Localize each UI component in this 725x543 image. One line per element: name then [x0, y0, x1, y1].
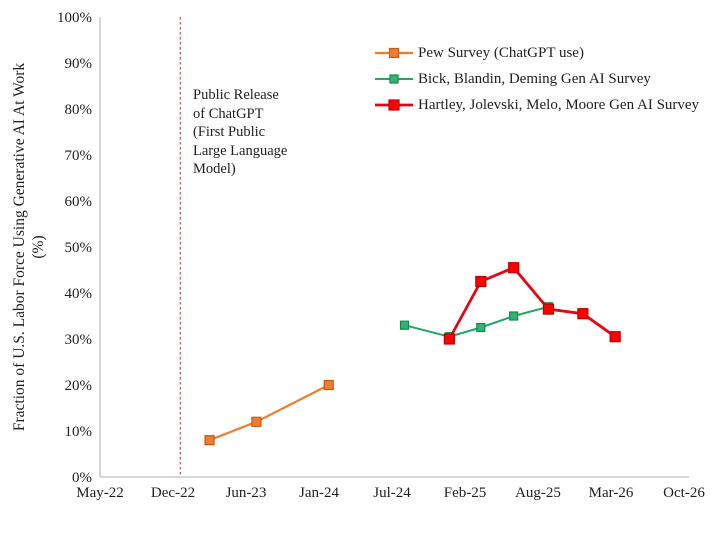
x-tick-label: Mar-26 [589, 485, 634, 501]
legend-item-hartley: Hartley, Jolevski, Melo, Moore Gen AI Su… [373, 96, 699, 114]
data-point-1 [509, 311, 519, 321]
data-point-2 [475, 275, 487, 288]
data-point-2 [443, 333, 455, 345]
legend-marker-bick [389, 74, 399, 84]
legend-label-bick: Bick, Blandin, Deming Gen AI Survey [418, 70, 651, 87]
legend-sample-pew [375, 47, 413, 59]
legend-item-pew: Pew Survey (ChatGPT use) [373, 44, 699, 62]
y-tick-label: 20% [65, 378, 93, 394]
data-point-2 [577, 308, 589, 320]
y-tick-label: 70% [65, 148, 93, 164]
y-tick-label: 90% [65, 56, 93, 72]
legend-marker-pew [388, 47, 400, 59]
y-axis-title-line1: Fraction of U.S. Labor Force Using Gener… [11, 62, 28, 432]
x-tick-label: Feb-25 [444, 485, 487, 501]
legend-label-hartley: Hartley, Jolevski, Melo, Moore Gen AI Su… [418, 96, 700, 113]
x-tick-label: Jan-24 [299, 485, 339, 501]
series-line-2 [448, 266, 616, 340]
x-tick-label: Dec-22 [151, 485, 195, 501]
legend-sample-hartley [375, 99, 413, 111]
y-tick-label: 60% [65, 194, 93, 210]
data-point-1 [476, 322, 486, 333]
data-point-0 [323, 379, 334, 391]
y-tick-label: 10% [65, 424, 93, 440]
legend: Pew Survey (ChatGPT use) Bick, Blandin, … [373, 44, 699, 114]
chatgpt-release-annotation: Public Release of ChatGPT (First Public … [193, 87, 288, 177]
legend-sample-bick [375, 74, 413, 84]
data-point-2 [542, 303, 555, 315]
y-tick-label: 50% [65, 240, 93, 256]
series-line-0 [209, 384, 330, 442]
y-tick-label: 100% [57, 10, 92, 26]
x-tick-label: Aug-25 [515, 485, 561, 501]
x-tick-label: Jul-24 [373, 485, 411, 501]
data-point-2 [609, 331, 621, 343]
x-tick-label: May-22 [76, 485, 124, 501]
y-axis-title: Fraction of U.S. Labor Force Using Gener… [10, 17, 50, 477]
legend-item-bick: Bick, Blandin, Deming Gen AI Survey [373, 70, 699, 88]
series-line-1 [404, 305, 549, 338]
legend-label-pew: Pew Survey (ChatGPT use) [418, 44, 584, 61]
y-tick-label: 40% [65, 286, 93, 302]
legend-marker-hartley [388, 99, 400, 111]
x-tick-label: Jun-23 [226, 485, 267, 501]
data-point-0 [251, 416, 262, 427]
data-point-2 [508, 262, 520, 274]
y-tick-label: 30% [65, 332, 93, 348]
data-point-1 [399, 320, 410, 330]
y-axis-title-line2: (%) [30, 235, 47, 259]
x-tick-label: Oct-26 [663, 485, 705, 501]
y-tick-label: 80% [65, 102, 93, 118]
y-tick-label: 0% [72, 470, 92, 486]
data-point-0 [204, 435, 215, 446]
